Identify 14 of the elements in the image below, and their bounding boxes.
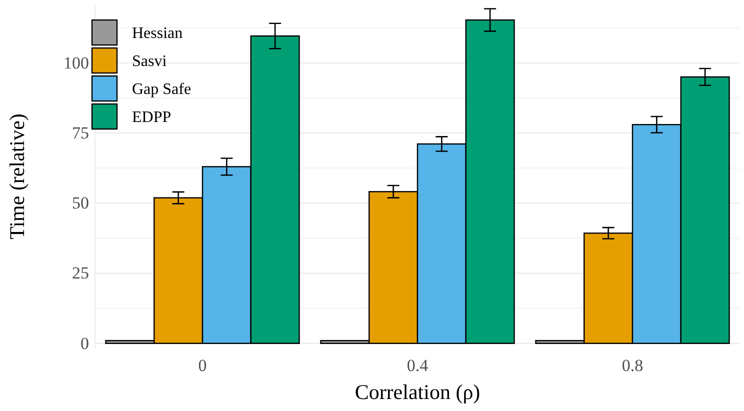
x-tick-label: 0.8 [622,356,644,376]
y-tick-label: 75 [72,123,89,142]
legend-label: Sasvi [132,53,168,70]
x-tick-label: 0.4 [406,356,429,376]
y-tick-label: 50 [72,194,89,213]
y-axis-title: Time (relative) [5,114,29,240]
y-tick-label: 25 [72,264,89,283]
legend-label: Gap Safe [132,81,192,98]
x-axis-title: Correlation (ρ) [354,380,480,404]
y-tick-label: 100 [64,53,89,72]
legend-label: EDPP [132,109,172,126]
x-tick-label: 0 [198,356,207,376]
legend-label: Hessian [132,25,183,42]
y-tick-label: 0 [80,334,89,353]
